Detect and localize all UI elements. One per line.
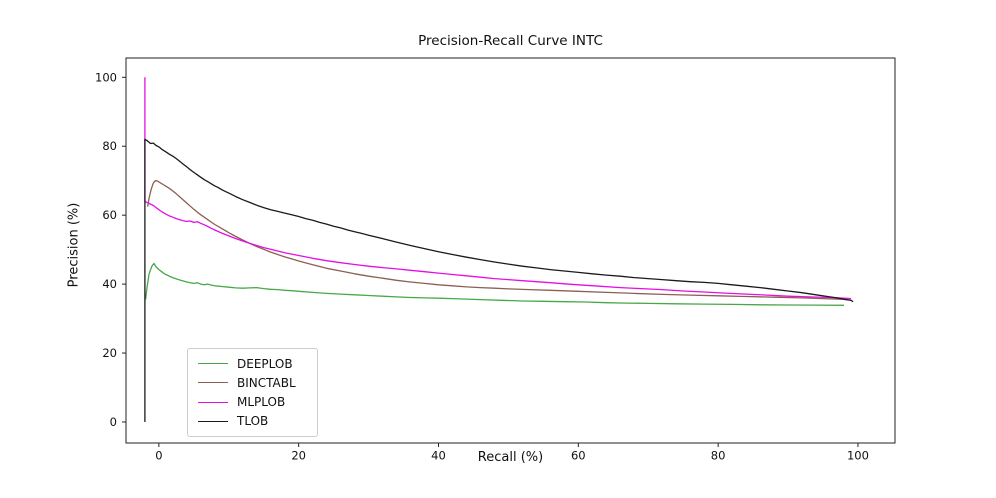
x-tick-label-100: 100 [847,449,869,463]
y-tick-label-100: 100 [95,70,117,84]
x-axis-label: Recall (%) [477,450,544,465]
y-tick-label-80: 80 [102,139,117,153]
legend-label: BINCTABL [237,375,296,390]
chart-title: Precision-Recall Curve INTC [418,33,603,49]
axes-spines [125,57,896,444]
y-axis-label: Precision (%) [66,202,82,288]
x-tick-label-0: 0 [155,449,162,463]
x-tick-label-80: 80 [711,449,726,463]
series-line-tlob [144,138,854,422]
legend-label: MLPLOB [237,395,286,410]
legend-item-mlplob: MLPLOB [188,393,317,412]
x-tick-label-60: 60 [571,449,586,463]
legend-item-deeplob: DEEPLOB [188,354,317,373]
legend-line-swatch-mlplob [198,401,228,403]
series-line-mlplob [144,77,852,300]
x-tick-label-40: 40 [431,449,446,463]
legend-line-swatch-tlob [198,420,228,422]
legend-line-swatch-binctabl [198,382,228,384]
legend-item-tlob: TLOB [188,412,317,431]
y-tick-label-20: 20 [102,346,117,360]
y-tick-label-40: 40 [102,277,117,291]
series-line-binctabl [147,180,845,300]
x-tick-label-20: 20 [291,449,306,463]
series-line-deeplob [144,262,845,306]
legend-line-swatch-deeplob [198,363,228,365]
legend-item-binctabl: BINCTABL [188,373,317,392]
legend-label: TLOB [237,414,269,429]
legend-label: DEEPLOB [237,356,293,371]
legend: DEEPLOB BINCTABL MLPLOB TLOB [187,348,318,437]
y-tick-label-60: 60 [102,208,117,222]
y-tick-label-0: 0 [110,415,117,429]
